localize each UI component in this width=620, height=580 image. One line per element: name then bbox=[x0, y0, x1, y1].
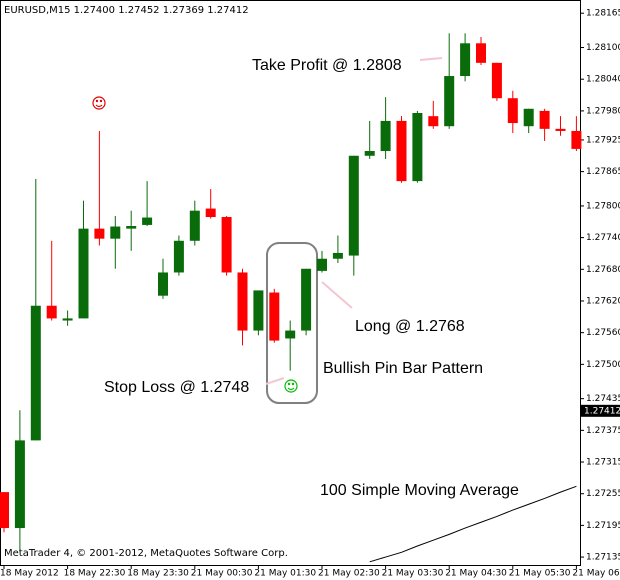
pattern-box bbox=[266, 242, 318, 404]
candle-body bbox=[189, 210, 200, 241]
annotation: Long @ 1.2768 bbox=[355, 318, 465, 335]
smiley-red bbox=[92, 96, 106, 110]
y-tick-label: 1.27620 bbox=[586, 296, 620, 306]
ma-label: 100 Simple Moving Average bbox=[320, 482, 519, 499]
annotation: Bullish Pin Bar Pattern bbox=[323, 360, 483, 377]
candle-body bbox=[364, 151, 375, 156]
y-tick-label: 1.27195 bbox=[586, 521, 620, 531]
price-marker bbox=[580, 404, 620, 417]
candle-body bbox=[539, 110, 550, 129]
y-tick-label: 1.28165 bbox=[586, 9, 620, 19]
candle-body bbox=[507, 98, 518, 124]
candle-body bbox=[269, 292, 280, 341]
y-tick-label: 1.27315 bbox=[586, 458, 620, 468]
x-tick-label: 18 May 22:30 bbox=[64, 569, 126, 579]
candle-body bbox=[237, 272, 248, 331]
plot-frame bbox=[0, 0, 581, 566]
candle-body bbox=[253, 290, 264, 331]
y-tick-label: 1.27500 bbox=[586, 360, 620, 370]
y-tick-label: 1.27560 bbox=[586, 328, 620, 338]
candle-body bbox=[221, 217, 232, 273]
x-tick-label: 21 May 06 bbox=[572, 569, 620, 579]
x-tick-label: 18 May 2012 bbox=[0, 569, 59, 579]
candle-body bbox=[317, 258, 327, 271]
candle-body bbox=[173, 240, 184, 273]
candle-body bbox=[205, 208, 216, 218]
arrow bbox=[419, 57, 443, 61]
candle-body bbox=[332, 252, 343, 259]
y-tick-label: 1.28040 bbox=[586, 75, 620, 85]
x-tick-label: 21 May 02:30 bbox=[318, 569, 380, 579]
x-tick-label: 21 May 05:30 bbox=[509, 569, 571, 579]
candle-body bbox=[571, 130, 582, 149]
price-label: 1.27412 bbox=[584, 406, 620, 416]
candle-body bbox=[158, 272, 168, 296]
annotation: Take Profit @ 1.2808 bbox=[252, 57, 402, 74]
smiley-green bbox=[284, 379, 298, 393]
candle-body bbox=[380, 120, 391, 152]
y-tick-label: 1.27680 bbox=[586, 265, 620, 275]
x-tick-label: 21 May 03:30 bbox=[382, 569, 444, 579]
y-tick-label: 1.27980 bbox=[586, 106, 620, 116]
footer: MetaTrader 4, © 2001-2012, MetaQuotes So… bbox=[4, 548, 288, 559]
candle-body bbox=[396, 120, 407, 182]
x-tick-label: 21 May 01:30 bbox=[254, 569, 316, 579]
moving-average bbox=[369, 485, 577, 563]
y-tick-label: 1.27255 bbox=[586, 489, 620, 499]
x-tick-label: 21 May 00:30 bbox=[191, 569, 253, 579]
candle-body bbox=[412, 113, 423, 182]
candle-body bbox=[78, 228, 89, 319]
candle-body bbox=[555, 128, 566, 131]
y-tick-label: 1.27800 bbox=[586, 201, 620, 211]
arrow bbox=[321, 281, 353, 309]
y-tick-label: 1.27135 bbox=[586, 553, 620, 563]
candle-body bbox=[523, 108, 534, 127]
candle-body bbox=[444, 76, 455, 127]
y-tick-label: 1.27925 bbox=[586, 135, 620, 145]
candle-body bbox=[476, 43, 486, 63]
y-tick-label: 1.27865 bbox=[586, 167, 620, 177]
candle-body bbox=[0, 492, 9, 529]
chart-title: EURUSD,M15 1.27400 1.27452 1.27369 1.274… bbox=[4, 5, 249, 16]
x-tick-label: 21 May 04:30 bbox=[445, 569, 507, 579]
candle-body bbox=[30, 305, 41, 441]
candle-body bbox=[62, 318, 73, 321]
candle-body bbox=[142, 217, 153, 225]
annotation: Stop Loss @ 1.2748 bbox=[104, 379, 249, 396]
y-tick-label: 1.27740 bbox=[586, 233, 620, 243]
candle-body bbox=[126, 226, 137, 229]
candle-body bbox=[491, 62, 502, 99]
candle-body bbox=[46, 305, 57, 319]
candle-body bbox=[428, 116, 439, 127]
candle-body bbox=[14, 440, 25, 529]
candle-body bbox=[301, 268, 312, 331]
x-tick-label: 18 May 23:30 bbox=[127, 569, 189, 579]
candle-body bbox=[285, 330, 296, 339]
candle-body bbox=[94, 228, 105, 239]
y-tick-label: 1.27375 bbox=[586, 426, 620, 436]
y-tick-label: 1.28100 bbox=[586, 43, 620, 53]
candle-body bbox=[348, 155, 359, 256]
candle-body bbox=[460, 43, 471, 77]
y-tick-label: 1.27435 bbox=[586, 394, 620, 404]
arrow bbox=[265, 377, 285, 385]
candle-body bbox=[110, 226, 121, 239]
